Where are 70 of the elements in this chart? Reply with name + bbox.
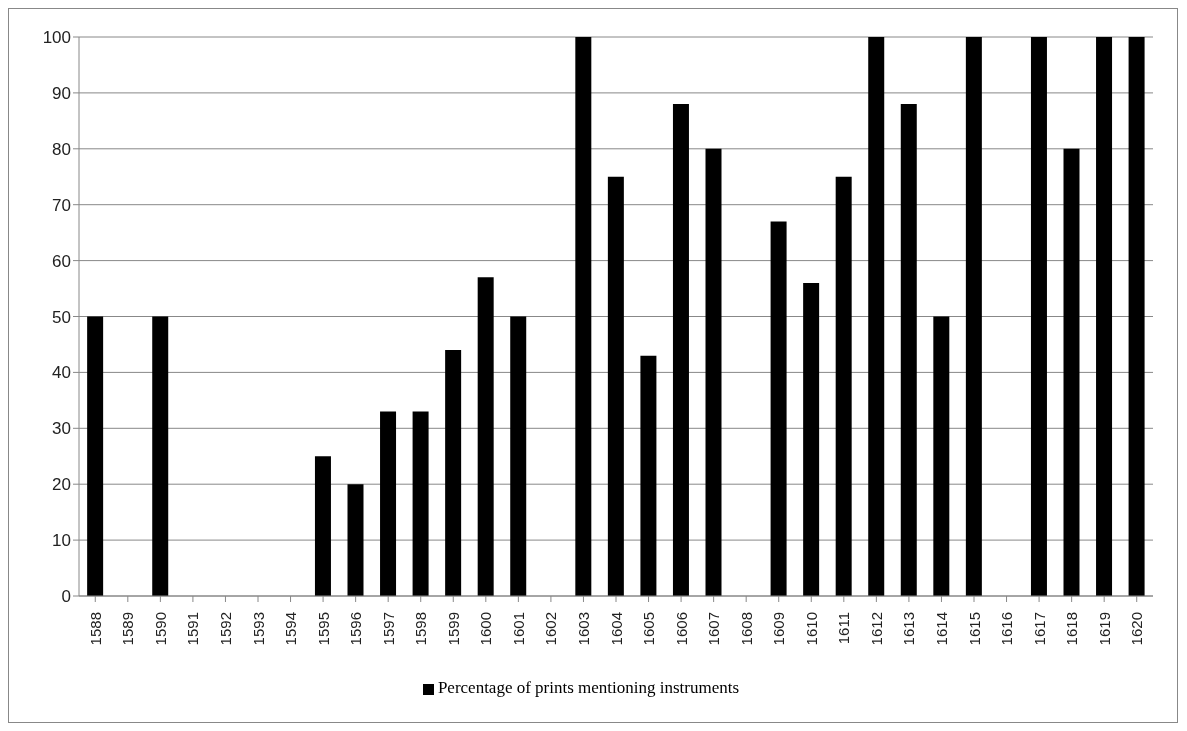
x-tick-label: 1612	[867, 612, 885, 646]
x-tick-label: 1589	[119, 612, 137, 646]
y-tick-label: 30	[52, 419, 71, 439]
y-tick-label: 10	[52, 531, 71, 551]
x-tick-label: 1603	[574, 612, 592, 646]
x-tick-label: 1611	[835, 612, 853, 645]
bar	[412, 411, 429, 596]
y-tick-label: 80	[52, 139, 71, 159]
bar	[152, 316, 169, 596]
y-tick-label: 20	[52, 475, 71, 495]
x-tick-label: 1596	[347, 612, 365, 646]
y-tick-label: 50	[52, 307, 71, 327]
y-tick-label: 90	[52, 83, 71, 103]
x-tick-label: 1602	[542, 612, 560, 646]
x-tick-label: 1600	[477, 612, 495, 646]
bar	[770, 221, 787, 596]
bar	[477, 277, 494, 596]
bar	[1063, 148, 1080, 596]
y-tick-label: 0	[61, 587, 71, 607]
x-tick-label: 1592	[216, 612, 234, 646]
x-tick-label: 1595	[314, 612, 332, 646]
bar	[510, 316, 527, 596]
bar	[965, 37, 982, 596]
bar	[933, 316, 950, 596]
bar	[314, 456, 331, 596]
x-tick-label: 1615	[965, 612, 983, 646]
x-tick-label: 1620	[1128, 612, 1146, 646]
x-tick-label: 1613	[900, 612, 918, 646]
x-tick-label: 1618	[1063, 612, 1081, 646]
x-tick-label: 1605	[640, 612, 658, 646]
y-tick-label: 70	[52, 195, 71, 215]
bar	[87, 316, 104, 596]
x-tick-label: 1593	[249, 612, 267, 646]
x-tick-label: 1619	[1095, 612, 1113, 646]
x-tick-label: 1601	[509, 612, 527, 646]
bar	[672, 104, 689, 596]
bar	[803, 282, 820, 596]
bar	[868, 37, 885, 596]
bar	[607, 176, 624, 596]
x-tick-label: 1606	[672, 612, 690, 646]
bar	[640, 355, 657, 596]
y-tick-label: 100	[42, 28, 71, 48]
x-tick-label: 1590	[151, 612, 169, 646]
x-tick-label: 1616	[998, 612, 1016, 646]
bar	[575, 37, 592, 596]
bar	[900, 104, 917, 596]
x-tick-label: 1608	[737, 612, 755, 646]
bar	[445, 350, 462, 596]
bar	[347, 484, 364, 596]
bar	[1128, 37, 1145, 596]
x-tick-label: 1617	[1030, 612, 1048, 646]
x-tick-label: 1610	[802, 612, 820, 646]
bar	[380, 411, 397, 596]
x-tick-label: 1604	[607, 612, 625, 646]
bar	[835, 176, 852, 596]
x-tick-label: 1599	[444, 612, 462, 646]
bar	[705, 148, 722, 596]
x-tick-label: 1609	[770, 612, 788, 646]
x-tick-label: 1591	[184, 612, 202, 646]
x-tick-label: 1614	[932, 612, 950, 646]
x-tick-label: 1607	[705, 612, 723, 646]
x-tick-label: 1597	[379, 612, 397, 646]
y-tick-label: 60	[52, 251, 71, 271]
bar	[1096, 37, 1113, 596]
x-tick-label: 1588	[86, 612, 104, 646]
y-tick-label: 40	[52, 363, 71, 383]
x-tick-label: 1594	[282, 612, 300, 646]
x-tick-label: 1598	[412, 612, 430, 646]
legend-label: Percentage of prints mentioning instruments	[437, 678, 740, 697]
bar	[1030, 37, 1047, 596]
